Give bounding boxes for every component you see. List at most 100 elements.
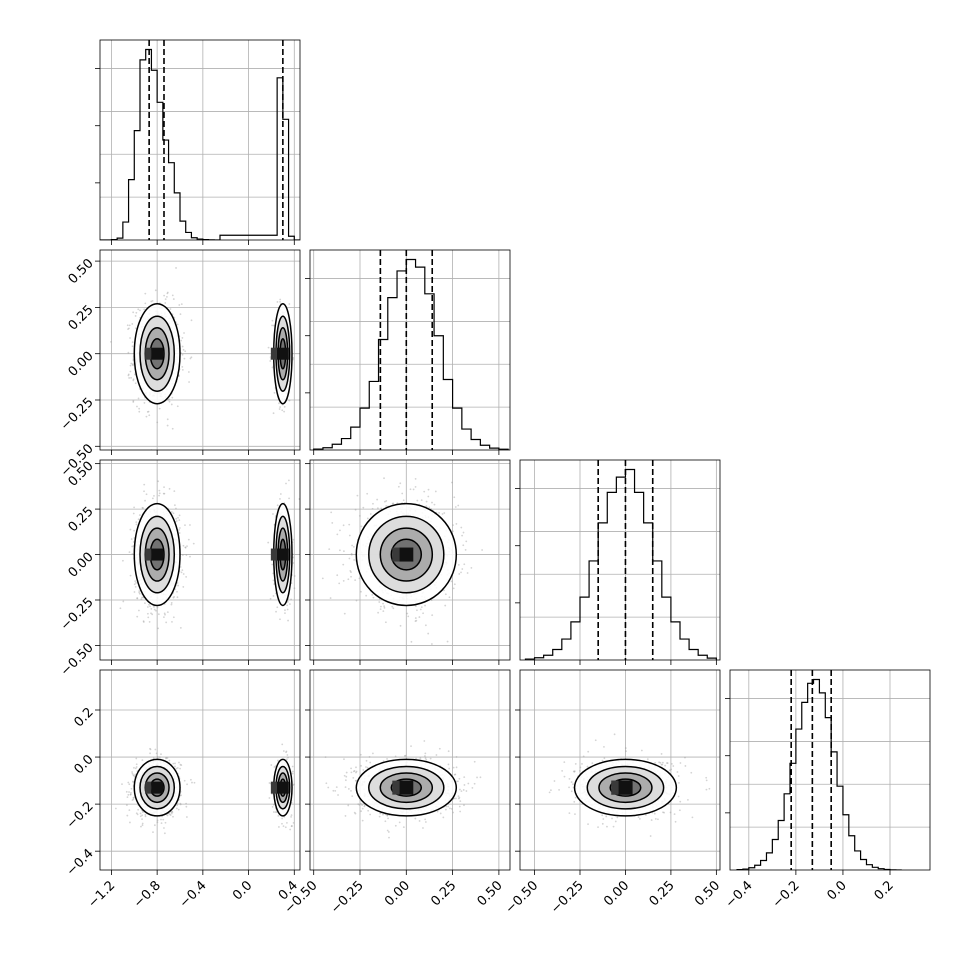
sample-point xyxy=(189,524,191,526)
sample-point xyxy=(273,803,275,806)
sample-point xyxy=(431,614,434,617)
sample-point xyxy=(343,550,345,553)
y-tick-label: −0.4 xyxy=(64,846,97,879)
sample-point xyxy=(399,624,402,627)
sample-point xyxy=(129,793,132,796)
sample-point xyxy=(180,764,183,767)
sample-point xyxy=(420,499,423,502)
sample-point xyxy=(155,609,157,612)
sample-point xyxy=(141,814,144,817)
sample-point xyxy=(290,815,292,818)
sample-point xyxy=(126,324,129,327)
sample-point xyxy=(401,492,404,495)
sample-point xyxy=(457,797,460,800)
sample-point xyxy=(418,616,421,618)
sample-point xyxy=(138,410,141,413)
sample-point xyxy=(394,755,397,758)
sample-point xyxy=(291,770,294,773)
grid xyxy=(100,670,300,870)
sample-point xyxy=(165,757,168,759)
sample-point xyxy=(273,766,276,768)
y-tick-label: 0.0 xyxy=(71,752,96,777)
sample-point xyxy=(276,606,279,609)
sample-point xyxy=(383,477,385,480)
sample-point xyxy=(430,599,433,602)
sample-point xyxy=(180,794,182,797)
sample-point xyxy=(272,579,275,582)
sample-point xyxy=(327,786,330,789)
density-panel-3-0: −0.4−0.20.00.2−1.2 −0.8 −0.4 0.0 0.4 xyxy=(64,669,301,911)
grid xyxy=(100,250,300,450)
sample-point xyxy=(376,498,379,501)
x-tick-label: −1.2 xyxy=(85,878,118,911)
sample-point xyxy=(136,597,139,600)
sample-point xyxy=(175,267,177,269)
sample-point xyxy=(128,791,130,793)
sample-point xyxy=(146,411,149,413)
sample-point xyxy=(461,534,464,537)
sample-point xyxy=(458,777,461,780)
sample-point xyxy=(181,365,184,368)
density-peak xyxy=(145,548,152,561)
sample-point xyxy=(152,757,155,760)
sample-point xyxy=(371,507,374,510)
sample-point xyxy=(416,499,419,502)
sample-point xyxy=(176,323,179,326)
sample-point xyxy=(131,771,133,773)
sample-point xyxy=(379,812,382,815)
grid xyxy=(310,250,510,450)
sample-point xyxy=(279,300,281,303)
sample-point xyxy=(132,401,135,403)
grid xyxy=(100,40,300,240)
sample-point xyxy=(399,482,402,485)
sample-point xyxy=(272,324,275,327)
sample-point xyxy=(154,289,157,292)
sample-point xyxy=(448,767,451,770)
sample-point xyxy=(163,294,166,297)
sample-point xyxy=(271,324,273,327)
sample-point xyxy=(290,825,293,828)
sample-point xyxy=(279,618,281,621)
sample-point xyxy=(171,810,174,813)
sample-point xyxy=(414,620,417,623)
sample-point xyxy=(271,805,274,808)
sample-point xyxy=(181,353,184,356)
sample-point xyxy=(133,774,135,777)
sample-point xyxy=(353,559,355,561)
sample-point xyxy=(286,608,289,611)
sample-point xyxy=(129,821,131,824)
contour-line xyxy=(133,502,181,607)
sample-point xyxy=(273,811,275,813)
sample-point xyxy=(462,531,465,534)
sample-point xyxy=(379,605,382,608)
sample-point xyxy=(165,295,168,298)
sample-point xyxy=(129,337,131,339)
sample-point xyxy=(153,494,155,497)
sample-point xyxy=(424,624,427,627)
sample-point xyxy=(338,582,341,585)
sample-point xyxy=(268,782,271,784)
sample-point xyxy=(178,528,181,531)
sample-point xyxy=(362,769,365,771)
panel-frame xyxy=(99,39,301,241)
sample-point xyxy=(151,613,154,616)
sample-point xyxy=(331,522,334,524)
sample-point xyxy=(145,415,148,418)
sample-point xyxy=(127,373,130,376)
density-peak xyxy=(270,347,277,360)
sample-point xyxy=(470,566,473,569)
sample-point xyxy=(168,398,171,401)
sample-point xyxy=(458,796,461,799)
sample-point xyxy=(366,517,369,520)
sample-point xyxy=(127,328,129,331)
sample-point xyxy=(424,757,427,760)
sample-point xyxy=(383,605,386,608)
y-tick-label: 0.25 xyxy=(66,504,97,535)
sample-point xyxy=(129,364,132,367)
sample-point xyxy=(175,520,178,522)
sample-point xyxy=(188,381,190,383)
sample-point xyxy=(130,362,133,365)
sample-point xyxy=(131,553,134,555)
sample-point xyxy=(460,526,463,529)
sample-point xyxy=(158,489,161,492)
